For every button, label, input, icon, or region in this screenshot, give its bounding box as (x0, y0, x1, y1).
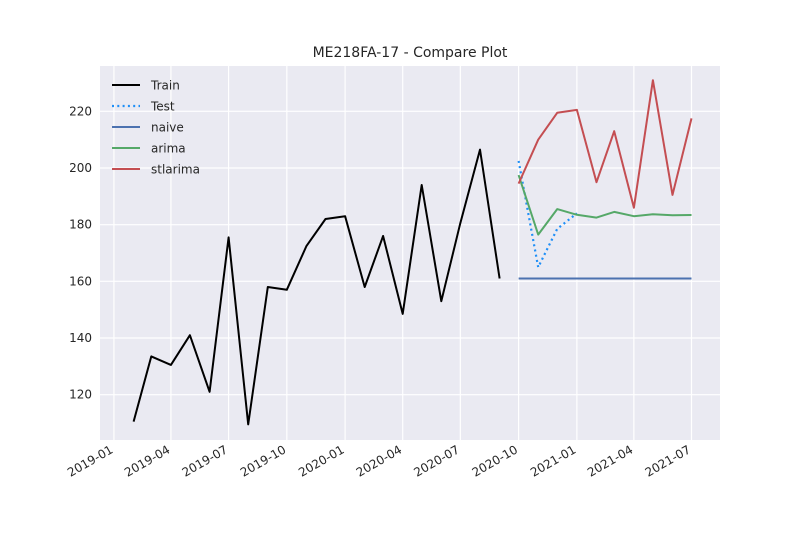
legend-label-stlarima: stlarima (151, 163, 200, 177)
y-tick-label: 120 (69, 388, 92, 402)
y-tick-label: 140 (69, 331, 92, 345)
y-tick-label: 200 (69, 161, 92, 175)
legend-label-train: Train (150, 79, 180, 93)
legend-label-arima: arima (151, 142, 186, 156)
series-line-test (517, 160, 578, 269)
legend: Train Test naive arima stlarima (112, 79, 200, 177)
legend-label-naive: naive (151, 121, 184, 135)
y-tick-labels: 120 140 160 180 200 220 (69, 104, 92, 401)
y-tick-label: 180 (69, 218, 92, 232)
plot-area (100, 66, 720, 440)
series-line-train (132, 148, 501, 426)
legend-label-test: Test (150, 100, 175, 114)
series-layer (132, 79, 693, 426)
series-line-arima (517, 174, 692, 236)
grid-lines (100, 66, 720, 440)
y-tick-label: 160 (69, 274, 92, 288)
chart-title: ME218FA-17 - Compare Plot (313, 45, 508, 61)
series-line-stlarima (517, 79, 693, 209)
y-tick-label: 220 (69, 104, 92, 118)
